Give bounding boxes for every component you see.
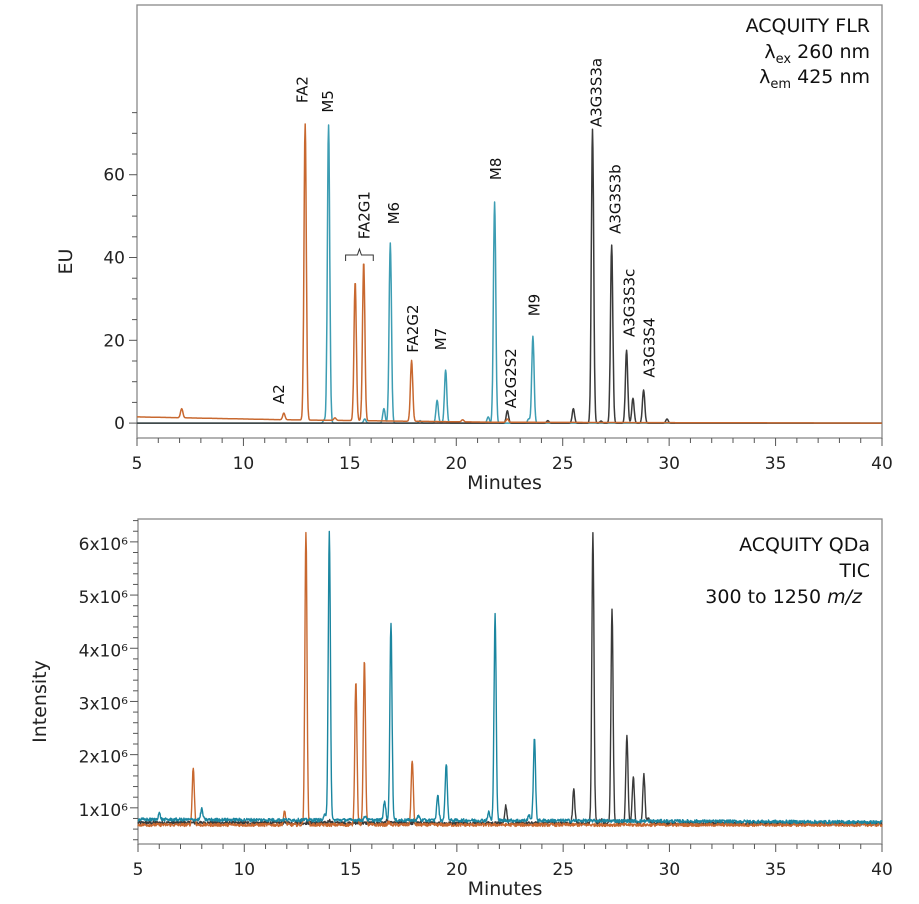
y-tick-label: 1x10⁶ (79, 801, 129, 821)
x-tick-label: 30 (658, 454, 680, 474)
y-axis-label: Intensity (29, 660, 51, 743)
series-trace-1 (137, 531, 883, 828)
peak-label: M9 (526, 294, 544, 317)
y-tick-label: 20 (103, 331, 125, 351)
plot-frame (137, 518, 883, 845)
y-tick-label: 2x10⁶ (79, 748, 129, 768)
peak-label: A3G3S4 (640, 318, 658, 378)
y-axis-label: EU (55, 249, 77, 275)
x-tick-label: 15 (340, 860, 362, 880)
peak-label: A2 (270, 384, 288, 404)
series-trace-2 (137, 530, 883, 825)
x-tick-label: 5 (133, 860, 144, 880)
x-tick-label: 40 (871, 454, 893, 474)
x-tick-label: 40 (871, 860, 893, 880)
x-tick-label: 5 (132, 454, 143, 474)
y-tick-label: 4x10⁶ (79, 641, 129, 661)
x-tick-label: 35 (765, 860, 787, 880)
y-tick-label: 40 (103, 249, 125, 269)
x-tick-label: 10 (233, 454, 255, 474)
peak-label: A3G3S3b (606, 164, 624, 234)
x-tick-label: 20 (445, 454, 467, 474)
x-tick-label: 10 (233, 860, 255, 880)
x-tick-label: 25 (552, 860, 574, 880)
peak-label: A3G3S3a (587, 58, 605, 127)
y-tick-label: 5x10⁶ (79, 588, 129, 608)
x-tick-label: 15 (339, 454, 361, 474)
series-trace-2 (136, 123, 883, 424)
peak-label: A2G2S2 (502, 348, 520, 408)
qda-tic-chromatogram-panel: 5 10 15 20 25 30 35 40 Minutes 1x10⁶ 2x10⁶ 3x10⁶ 4x1… (29, 518, 893, 900)
x-tick-label: 30 (659, 860, 681, 880)
wavelength-ex-label: λex 260 nm (764, 41, 870, 67)
x-tick-label: 20 (446, 860, 468, 880)
x-axis-label: Minutes (467, 472, 542, 494)
mass-range-label: 300 to 1250 m/z (705, 586, 863, 608)
x-tick-label: 25 (552, 454, 574, 474)
x-axis-label: Minutes (468, 878, 543, 900)
y-tick-label: 6x10⁶ (79, 535, 129, 555)
peak-label: FA2 (294, 76, 312, 103)
peak-label: FA2G2 (404, 304, 422, 352)
peak-label: M6 (385, 202, 403, 225)
peak-label: M8 (487, 158, 505, 181)
detector-label: ACQUITY FLR (746, 15, 870, 37)
flr-chromatogram-panel: 5 10 15 20 25 30 35 40 Minutes 0 20 40 60 EU A2 FA2 M5 FA… (55, 4, 893, 494)
x-tick-label: 35 (765, 454, 787, 474)
peak-label: M5 (319, 90, 337, 113)
peak-group-bracket (345, 247, 374, 262)
y-tick-label: 60 (103, 166, 125, 186)
wavelength-em-label: λem 425 nm (759, 66, 870, 92)
series-trace-0 (137, 532, 883, 826)
y-tick-label: 3x10⁶ (79, 694, 129, 714)
peak-label: FA2G1 (355, 191, 373, 239)
detector-label: ACQUITY QDa (739, 534, 870, 556)
trace-type-label: TIC (839, 560, 870, 582)
peak-label: A3G3S3c (620, 269, 638, 337)
y-tick-label: 0 (114, 414, 125, 434)
plot-frame (136, 4, 883, 439)
peak-label: M7 (432, 328, 450, 351)
